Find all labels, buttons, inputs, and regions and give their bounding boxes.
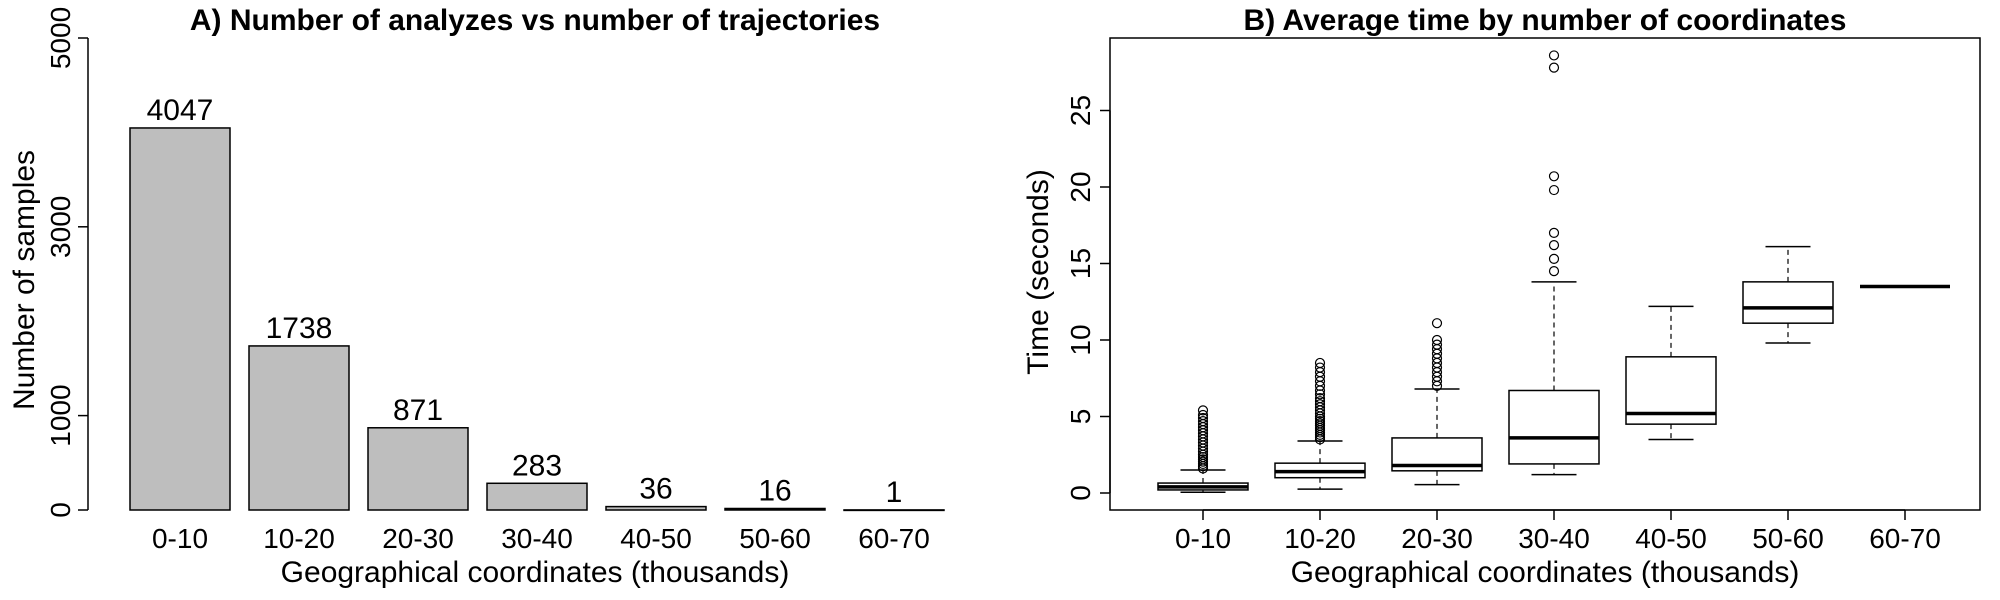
x-tick-label: 0-10 xyxy=(152,523,208,554)
bar xyxy=(843,509,945,512)
x-tick-label: 60-70 xyxy=(1869,523,1941,554)
outlier-point xyxy=(1548,171,1560,182)
x-tick-label: 20-30 xyxy=(1401,523,1473,554)
y-tick-label: 0 xyxy=(45,502,76,518)
chart-b-boxes xyxy=(1157,50,1950,493)
outlier-point xyxy=(1197,405,1209,416)
outlier-point xyxy=(1548,227,1560,238)
y-tick-label: 0 xyxy=(1065,485,1096,501)
y-tick-label: 25 xyxy=(1065,95,1096,126)
box-group xyxy=(1157,405,1249,493)
x-tick-label: 40-50 xyxy=(1635,523,1707,554)
box xyxy=(1508,389,1600,465)
y-tick-label: 5 xyxy=(1065,409,1096,425)
box-group xyxy=(1625,305,1717,441)
x-tick-label: 50-60 xyxy=(739,523,811,554)
x-tick-label: 10-20 xyxy=(263,523,335,554)
x-tick-label: 50-60 xyxy=(1752,523,1824,554)
y-tick-label: 20 xyxy=(1065,171,1096,202)
x-tick-label: 30-40 xyxy=(501,523,573,554)
bar xyxy=(486,482,588,511)
outlier-point xyxy=(1548,266,1560,277)
bar-value-label: 1738 xyxy=(266,312,333,345)
bar-value-label: 871 xyxy=(393,394,443,427)
x-tick-label: 30-40 xyxy=(1518,523,1590,554)
box-group xyxy=(1742,245,1834,344)
panel-a-bar-chart: A) Number of analyzes vs number of traje… xyxy=(8,4,945,589)
chart-a-xlabel: Geographical coordinates (thousands) xyxy=(281,556,790,589)
y-tick-label: 5000 xyxy=(45,7,76,69)
outlier-point xyxy=(1197,415,1209,427)
box xyxy=(1742,281,1834,324)
bar-value-label: 4047 xyxy=(147,94,214,127)
bar-value-label: 16 xyxy=(758,474,791,507)
bar-value-label: 36 xyxy=(639,473,672,506)
outlier-point xyxy=(1548,184,1560,196)
chart-a-title: A) Number of analyzes vs number of traje… xyxy=(190,4,880,37)
outlier-point xyxy=(1197,409,1209,421)
x-tick-label: 10-20 xyxy=(1284,523,1356,554)
outlier-point xyxy=(1431,339,1443,350)
x-tick-label: 40-50 xyxy=(620,523,692,554)
outlier-point xyxy=(1431,318,1443,329)
outlier-point xyxy=(1548,50,1560,61)
bar-value-label: 1 xyxy=(886,476,903,509)
chart-b-xlabel: Geographical coordinates (thousands) xyxy=(1291,556,1800,589)
bar xyxy=(724,507,826,511)
outlier-point xyxy=(1314,396,1326,407)
chart-b-y-axis: 0 5 10 15 20 25 xyxy=(1065,95,1111,501)
x-tick-label: 60-70 xyxy=(858,523,930,554)
box-group xyxy=(1274,357,1366,490)
bar xyxy=(129,127,231,511)
panel-b-box-plot: B) Average time by number of coordinates… xyxy=(1022,4,1981,589)
chart-a-bars: 4047 1738 871 283 36 16 1 xyxy=(129,94,945,512)
bar xyxy=(605,505,707,511)
outlier-point xyxy=(1548,253,1560,265)
x-tick-label: 20-30 xyxy=(382,523,454,554)
chart-a-x-tick-labels: 0-10 10-20 20-30 30-40 40-50 50-60 60-70 xyxy=(152,523,930,554)
chart-a-ylabel: Number of samples xyxy=(8,150,41,410)
chart-b-ylabel: Time (seconds) xyxy=(1022,169,1055,375)
chart-a-y-axis: 0 1000 3000 5000 xyxy=(45,7,89,518)
outlier-point xyxy=(1548,62,1560,73)
x-tick-label: 0-10 xyxy=(1175,523,1231,554)
outlier-point xyxy=(1431,334,1443,346)
chart-b-x-axis: 0-10 10-20 20-30 30-40 40-50 50-60 60-70 xyxy=(1175,509,1941,554)
outlier-point xyxy=(1314,399,1326,410)
bar xyxy=(248,345,350,511)
bar-value-label: 283 xyxy=(512,449,562,482)
outlier-point xyxy=(1314,393,1326,404)
outlier-point xyxy=(1197,412,1209,424)
y-tick-label: 1000 xyxy=(45,384,76,446)
y-tick-label: 15 xyxy=(1065,248,1096,279)
outlier-point xyxy=(1314,357,1326,369)
outlier-point xyxy=(1314,362,1326,373)
y-tick-label: 10 xyxy=(1065,324,1096,355)
box-group xyxy=(1391,318,1483,486)
y-tick-label: 3000 xyxy=(45,196,76,258)
box-group xyxy=(1508,50,1600,476)
chart-b-title: B) Average time by number of coordinates xyxy=(1244,4,1847,37)
bar xyxy=(367,427,469,511)
outlier-point xyxy=(1548,240,1560,251)
